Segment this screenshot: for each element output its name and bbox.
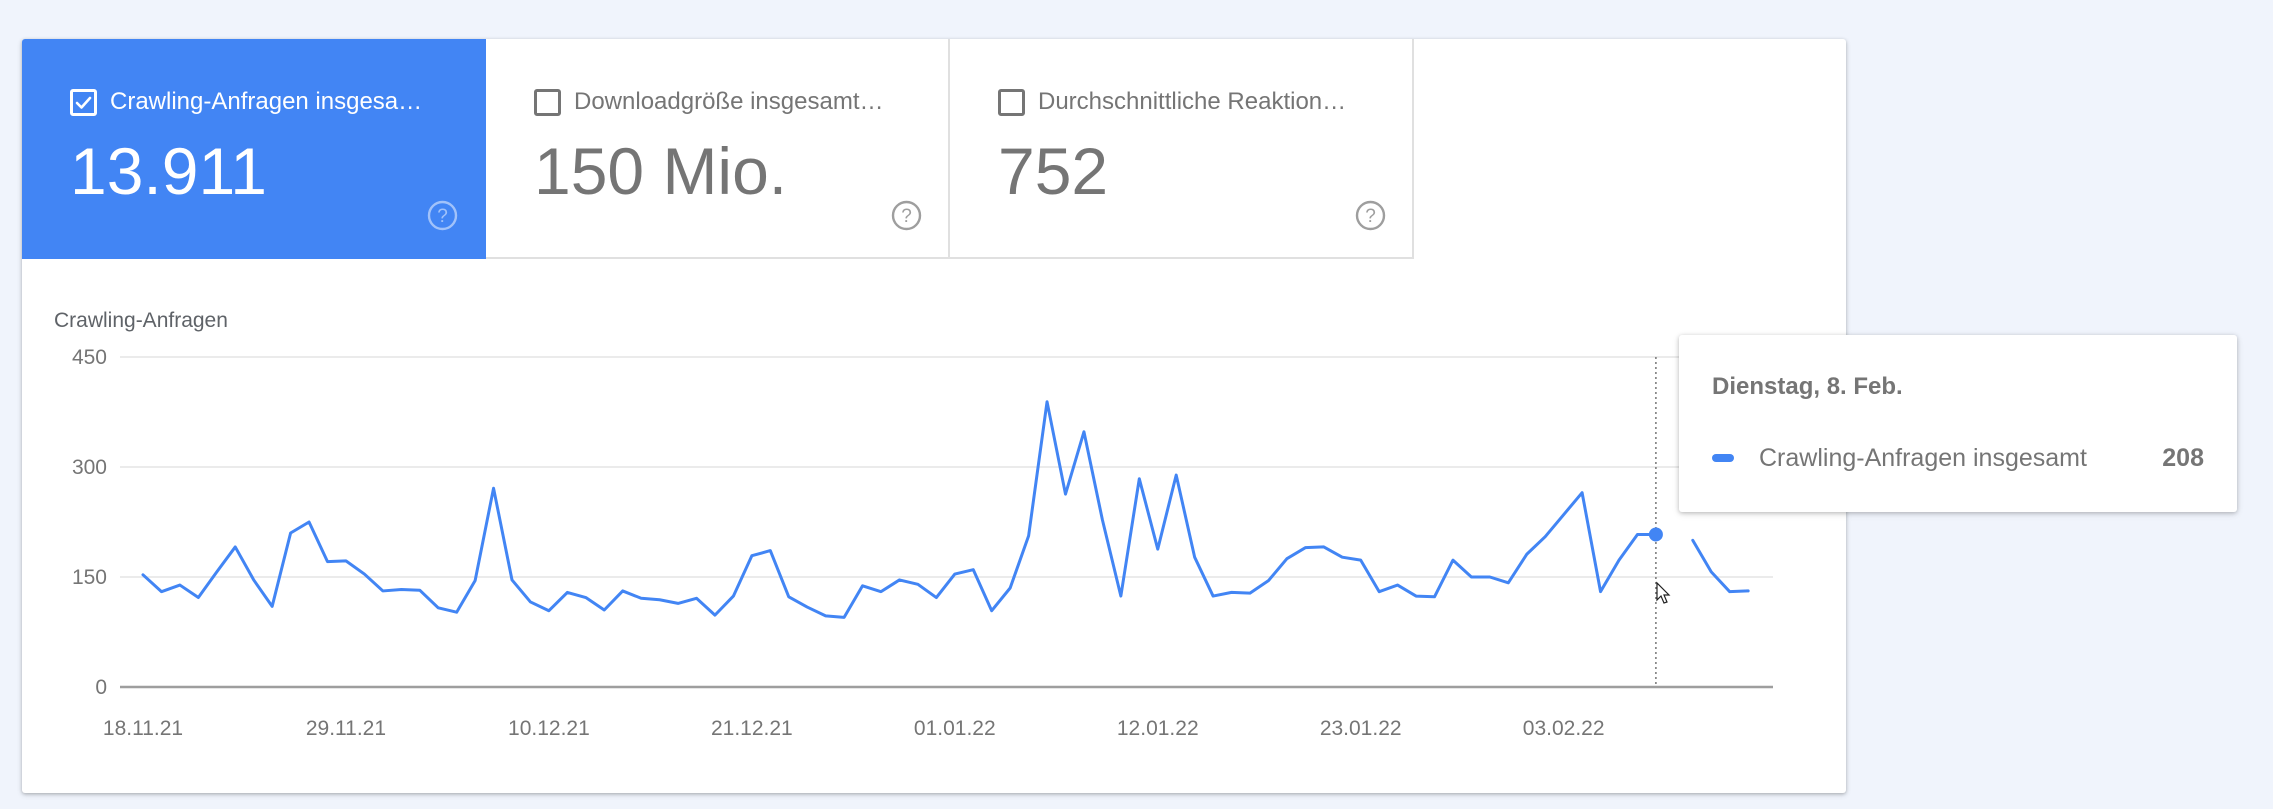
checkbox-unchecked-icon[interactable] — [998, 89, 1025, 116]
y-axis-labels: 0 150 300 450 — [72, 346, 107, 699]
metric-label: Downloadgröße insgesamt… — [574, 88, 884, 115]
x-tick-label: 23.01.22 — [1320, 717, 1402, 740]
x-tick-label: 10.12.21 — [508, 717, 590, 740]
x-axis-labels: 18.11.21 29.11.21 10.12.21 21.12.21 01.01.22… — [103, 717, 1605, 740]
help-icon[interactable]: ? — [1355, 200, 1386, 231]
y-tick-label: 450 — [72, 346, 107, 369]
svg-text:?: ? — [901, 206, 912, 227]
y-tick-label: 0 — [95, 676, 107, 699]
tooltip-series-value: 208 — [2162, 444, 2204, 472]
metric-value: 150 Mio. — [534, 134, 788, 208]
svg-text:?: ? — [1365, 206, 1376, 227]
tooltip-series-name: Crawling-Anfragen insgesamt — [1759, 444, 2087, 472]
help-icon[interactable]: ? — [891, 200, 922, 231]
checkbox-checked-icon[interactable] — [70, 89, 97, 116]
checkbox-unchecked-icon[interactable] — [534, 89, 561, 116]
mouse-cursor-icon — [1656, 581, 1671, 604]
metric-label: Crawling-Anfragen insgesa… — [110, 88, 423, 115]
metric-value: 13.911 — [70, 134, 267, 208]
x-tick-label: 21.12.21 — [711, 717, 793, 740]
series-path — [141, 400, 1658, 619]
svg-text:?: ? — [437, 206, 448, 227]
x-tick-label: 12.01.22 — [1117, 717, 1199, 740]
x-tick-label: 01.01.22 — [914, 717, 996, 740]
legend-swatch-icon — [1712, 454, 1734, 462]
crawl-stats-card: Crawling-Anfragen insgesa… 13.911 ? Down… — [22, 39, 1846, 793]
help-icon[interactable]: ? — [427, 200, 458, 231]
metric-tile-total-crawl-requests[interactable]: Crawling-Anfragen insgesa… 13.911 ? — [22, 39, 486, 259]
metric-tile-avg-response-time[interactable]: Durchschnittliche Reaktion… 752 ? — [950, 39, 1414, 259]
chart-gridlines — [120, 356, 1773, 689]
metric-tile-total-download-size[interactable]: Downloadgröße insgesamt… 150 Mio. ? — [486, 39, 950, 259]
metric-tiles: Crawling-Anfragen insgesa… 13.911 ? Down… — [22, 39, 1414, 259]
tooltip-date: Dienstag, 8. Feb. — [1712, 373, 1903, 400]
hover-point-marker — [1648, 527, 1663, 542]
chart-y-title: Crawling-Anfragen — [54, 309, 228, 332]
y-tick-label: 150 — [72, 566, 107, 589]
metric-label: Durchschnittliche Reaktion… — [1038, 88, 1347, 115]
series-path — [1691, 538, 1750, 594]
x-tick-label: 03.02.22 — [1523, 717, 1605, 740]
y-tick-label: 300 — [72, 456, 107, 479]
x-tick-label: 29.11.21 — [306, 717, 386, 740]
x-tick-label: 18.11.21 — [103, 717, 183, 740]
metric-value: 752 — [998, 134, 1109, 208]
series-line-crawl-requests[interactable] — [141, 400, 1750, 619]
chart-tooltip: Dienstag, 8. Feb. Crawling-Anfragen insg… — [1679, 335, 2237, 512]
